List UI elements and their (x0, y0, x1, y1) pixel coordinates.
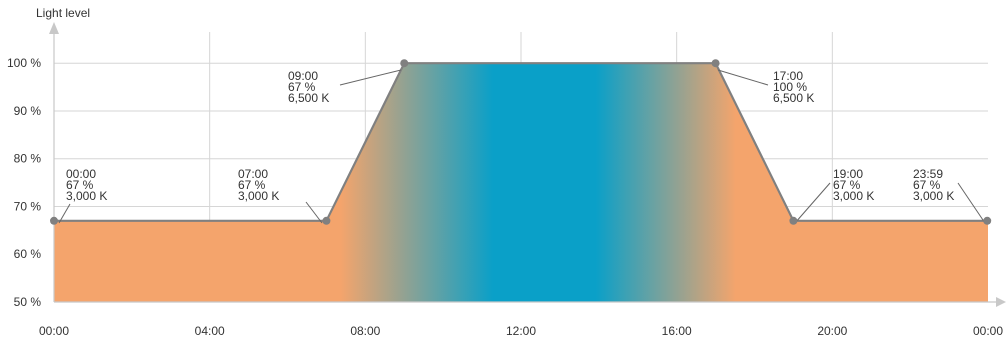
y-axis-arrow (49, 22, 59, 34)
light-level-area (54, 63, 988, 303)
annotation-text: 3,000 K (833, 189, 874, 203)
y-tick-label: 80 % (14, 152, 42, 166)
annotation-text: 23:59 (913, 167, 943, 181)
tick-labels: 50 % 60 % 70 % 80 % 90 % 100 % 00:00 04:00 08:00… (7, 6, 1003, 338)
annotation-leader-line (957, 182, 986, 224)
x-tick-label: 12:00 (506, 324, 536, 338)
annotation-text: 67 % (833, 178, 861, 192)
annotation-leader-line (794, 182, 831, 224)
x-tick-label: 20:00 (817, 324, 847, 338)
y-axis-label: Light level (36, 6, 90, 20)
data-point-marker (789, 216, 798, 225)
annotation-text: 3,000 K (913, 189, 954, 203)
annotation-text: 6,500 K (773, 91, 814, 105)
annotation-text: 3,000 K (66, 189, 107, 203)
data-point-marker (711, 59, 720, 68)
annotation-leader-line (58, 203, 71, 224)
y-tick-label: 70 % (14, 199, 42, 213)
annotation-text: 17:00 (773, 69, 803, 83)
annotation-text: 67 % (238, 178, 266, 192)
x-tick-label: 16:00 (662, 324, 692, 338)
x-tick-label: 08:00 (350, 324, 380, 338)
annotation-text: 6,500 K (288, 91, 329, 105)
data-point-marker (400, 59, 409, 68)
annotation-text: 19:00 (833, 167, 863, 181)
data-point-marker (50, 216, 58, 225)
y-tick-label: 90 % (14, 104, 42, 118)
data-point-marker (983, 216, 992, 225)
annotation-text: 67 % (913, 178, 941, 192)
annotation-text: 100 % (773, 80, 807, 94)
annotation-text: 67 % (66, 178, 94, 192)
data-point-marker (322, 216, 331, 225)
annotation-text: 67 % (288, 80, 316, 94)
annotation-leader-line (305, 201, 323, 224)
x-axis-arrow (996, 297, 1006, 307)
annotation-text: 3,000 K (238, 189, 279, 203)
x-tick-label: 00:00 (973, 324, 1003, 338)
y-tick-label: 60 % (14, 247, 42, 261)
y-tick-label: 100 % (7, 56, 41, 70)
annotation-text: 07:00 (238, 167, 268, 181)
annotation-leader-line (339, 69, 402, 86)
annotation-text: 00:00 (66, 167, 96, 181)
x-tick-label: 04:00 (195, 324, 225, 338)
x-tick-label: 00:00 (39, 324, 69, 338)
axes (49, 22, 1006, 307)
annotation-leader-line (717, 69, 769, 86)
y-tick-label: 50 % (14, 295, 42, 309)
area-fill (54, 63, 988, 303)
annotation-text: 09:00 (288, 69, 318, 83)
